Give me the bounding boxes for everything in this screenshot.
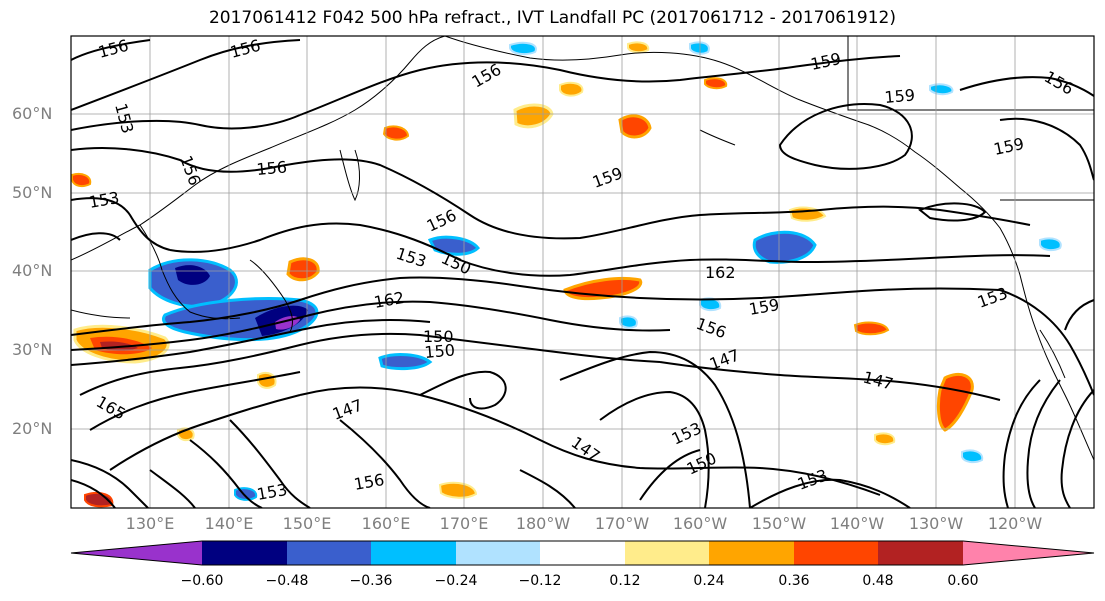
- colorbar-segment: [287, 541, 371, 565]
- colorbar-segment: [456, 541, 540, 565]
- positive-anomaly-patch: [438, 481, 478, 499]
- colorbar-extend-high: [963, 541, 1094, 565]
- colorbar-segment: [878, 541, 963, 565]
- negative-anomaly-patch: [752, 230, 817, 264]
- colorbar-tick-label: −0.60: [180, 573, 224, 589]
- lon-label: 160°E: [361, 514, 411, 533]
- colorbar-tick-label: −0.48: [265, 573, 309, 589]
- coastlines: [71, 36, 1094, 461]
- negative-anomaly-patch: [378, 353, 433, 371]
- negative-anomaly-patch: [509, 41, 537, 56]
- colorbar-extend-low: [71, 541, 202, 565]
- colorbar-tick-label: 0.12: [609, 573, 641, 589]
- colorbar-segment: [540, 541, 625, 565]
- map-plot-area: 156 156 156 159 159 156 153 156 156 153 …: [71, 36, 1094, 508]
- colorbar-segment: [202, 541, 287, 565]
- contour-label: 159: [884, 85, 916, 107]
- lon-label: 120°W: [987, 514, 1043, 533]
- lat-label: 50°N: [12, 183, 53, 202]
- contour-label: 162: [705, 263, 736, 282]
- colorbar-tick-label: −0.36: [349, 573, 393, 589]
- negative-anomaly-patch: [961, 449, 984, 464]
- lat-label: 60°N: [12, 104, 53, 123]
- lat-label: 20°N: [12, 419, 53, 438]
- lon-label: 140°W: [829, 514, 885, 533]
- positive-anomaly-patch: [627, 41, 650, 54]
- colorbar-tick-label: 0.36: [778, 573, 810, 589]
- graticule: [71, 36, 1094, 508]
- lon-label: 170°E: [439, 514, 489, 533]
- colorbar-tick-label: 0.24: [693, 573, 725, 589]
- negative-anomaly-patch: [234, 487, 258, 501]
- lon-label: 140°E: [204, 514, 254, 533]
- colorbar-segment: [625, 541, 709, 565]
- colorbar-tick-label: 0.60: [947, 573, 979, 589]
- refractivity-contours: [71, 39, 1094, 508]
- positive-anomaly-patch: [257, 372, 277, 389]
- colorbar-segment: [371, 541, 456, 565]
- lon-label: 150°W: [751, 514, 807, 533]
- positive-anomaly-patch: [618, 114, 652, 139]
- positive-anomaly-patch: [382, 125, 410, 141]
- lat-label: 40°N: [12, 261, 53, 280]
- colorbar-tick-label: −0.12: [518, 573, 562, 589]
- colorbar-segment: [709, 541, 794, 565]
- lon-label: 180°W: [515, 514, 571, 533]
- lon-label: 150°E: [282, 514, 332, 533]
- colorbar-segment: [794, 541, 878, 565]
- lon-label: 170°W: [594, 514, 650, 533]
- lon-label: 160°W: [672, 514, 728, 533]
- contour-label: 156: [256, 157, 288, 179]
- negative-anomaly-patch: [175, 265, 210, 285]
- positive-anomaly-patch: [704, 77, 728, 90]
- negative-anomaly-patch: [619, 315, 638, 329]
- colorbar: [70, 540, 1095, 566]
- negative-anomaly-patch: [689, 41, 710, 55]
- colorbar-tick-label: 0.48: [862, 573, 894, 589]
- lon-label: 130°W: [908, 514, 964, 533]
- positive-anomaly-patch: [874, 432, 896, 446]
- negative-anomaly-patch: [929, 83, 954, 96]
- map-frame: [70, 35, 1095, 509]
- positive-anomaly-patch: [853, 321, 890, 336]
- contour-label: 150: [424, 340, 456, 362]
- colorbar-tick-label: −0.24: [434, 573, 478, 589]
- contour-label: 150: [423, 327, 454, 346]
- positive-anomaly-patch: [71, 173, 92, 188]
- negative-anomaly-patch: [1039, 237, 1062, 252]
- lon-label: 130°E: [125, 514, 175, 533]
- positive-anomaly-patch: [286, 257, 320, 282]
- lat-label: 30°N: [12, 340, 53, 359]
- map-title: 2017061412 F042 500 hPa refract., IVT La…: [208, 8, 896, 28]
- positive-anomaly-patch: [559, 81, 584, 97]
